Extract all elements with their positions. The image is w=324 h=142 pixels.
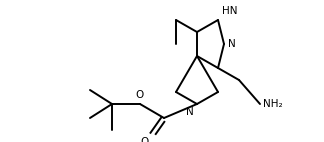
Text: NH₂: NH₂ — [263, 99, 283, 109]
Text: HN: HN — [222, 6, 237, 16]
Text: O: O — [136, 90, 144, 100]
Text: N: N — [228, 39, 236, 49]
Text: O: O — [141, 137, 149, 142]
Text: N: N — [186, 107, 194, 117]
